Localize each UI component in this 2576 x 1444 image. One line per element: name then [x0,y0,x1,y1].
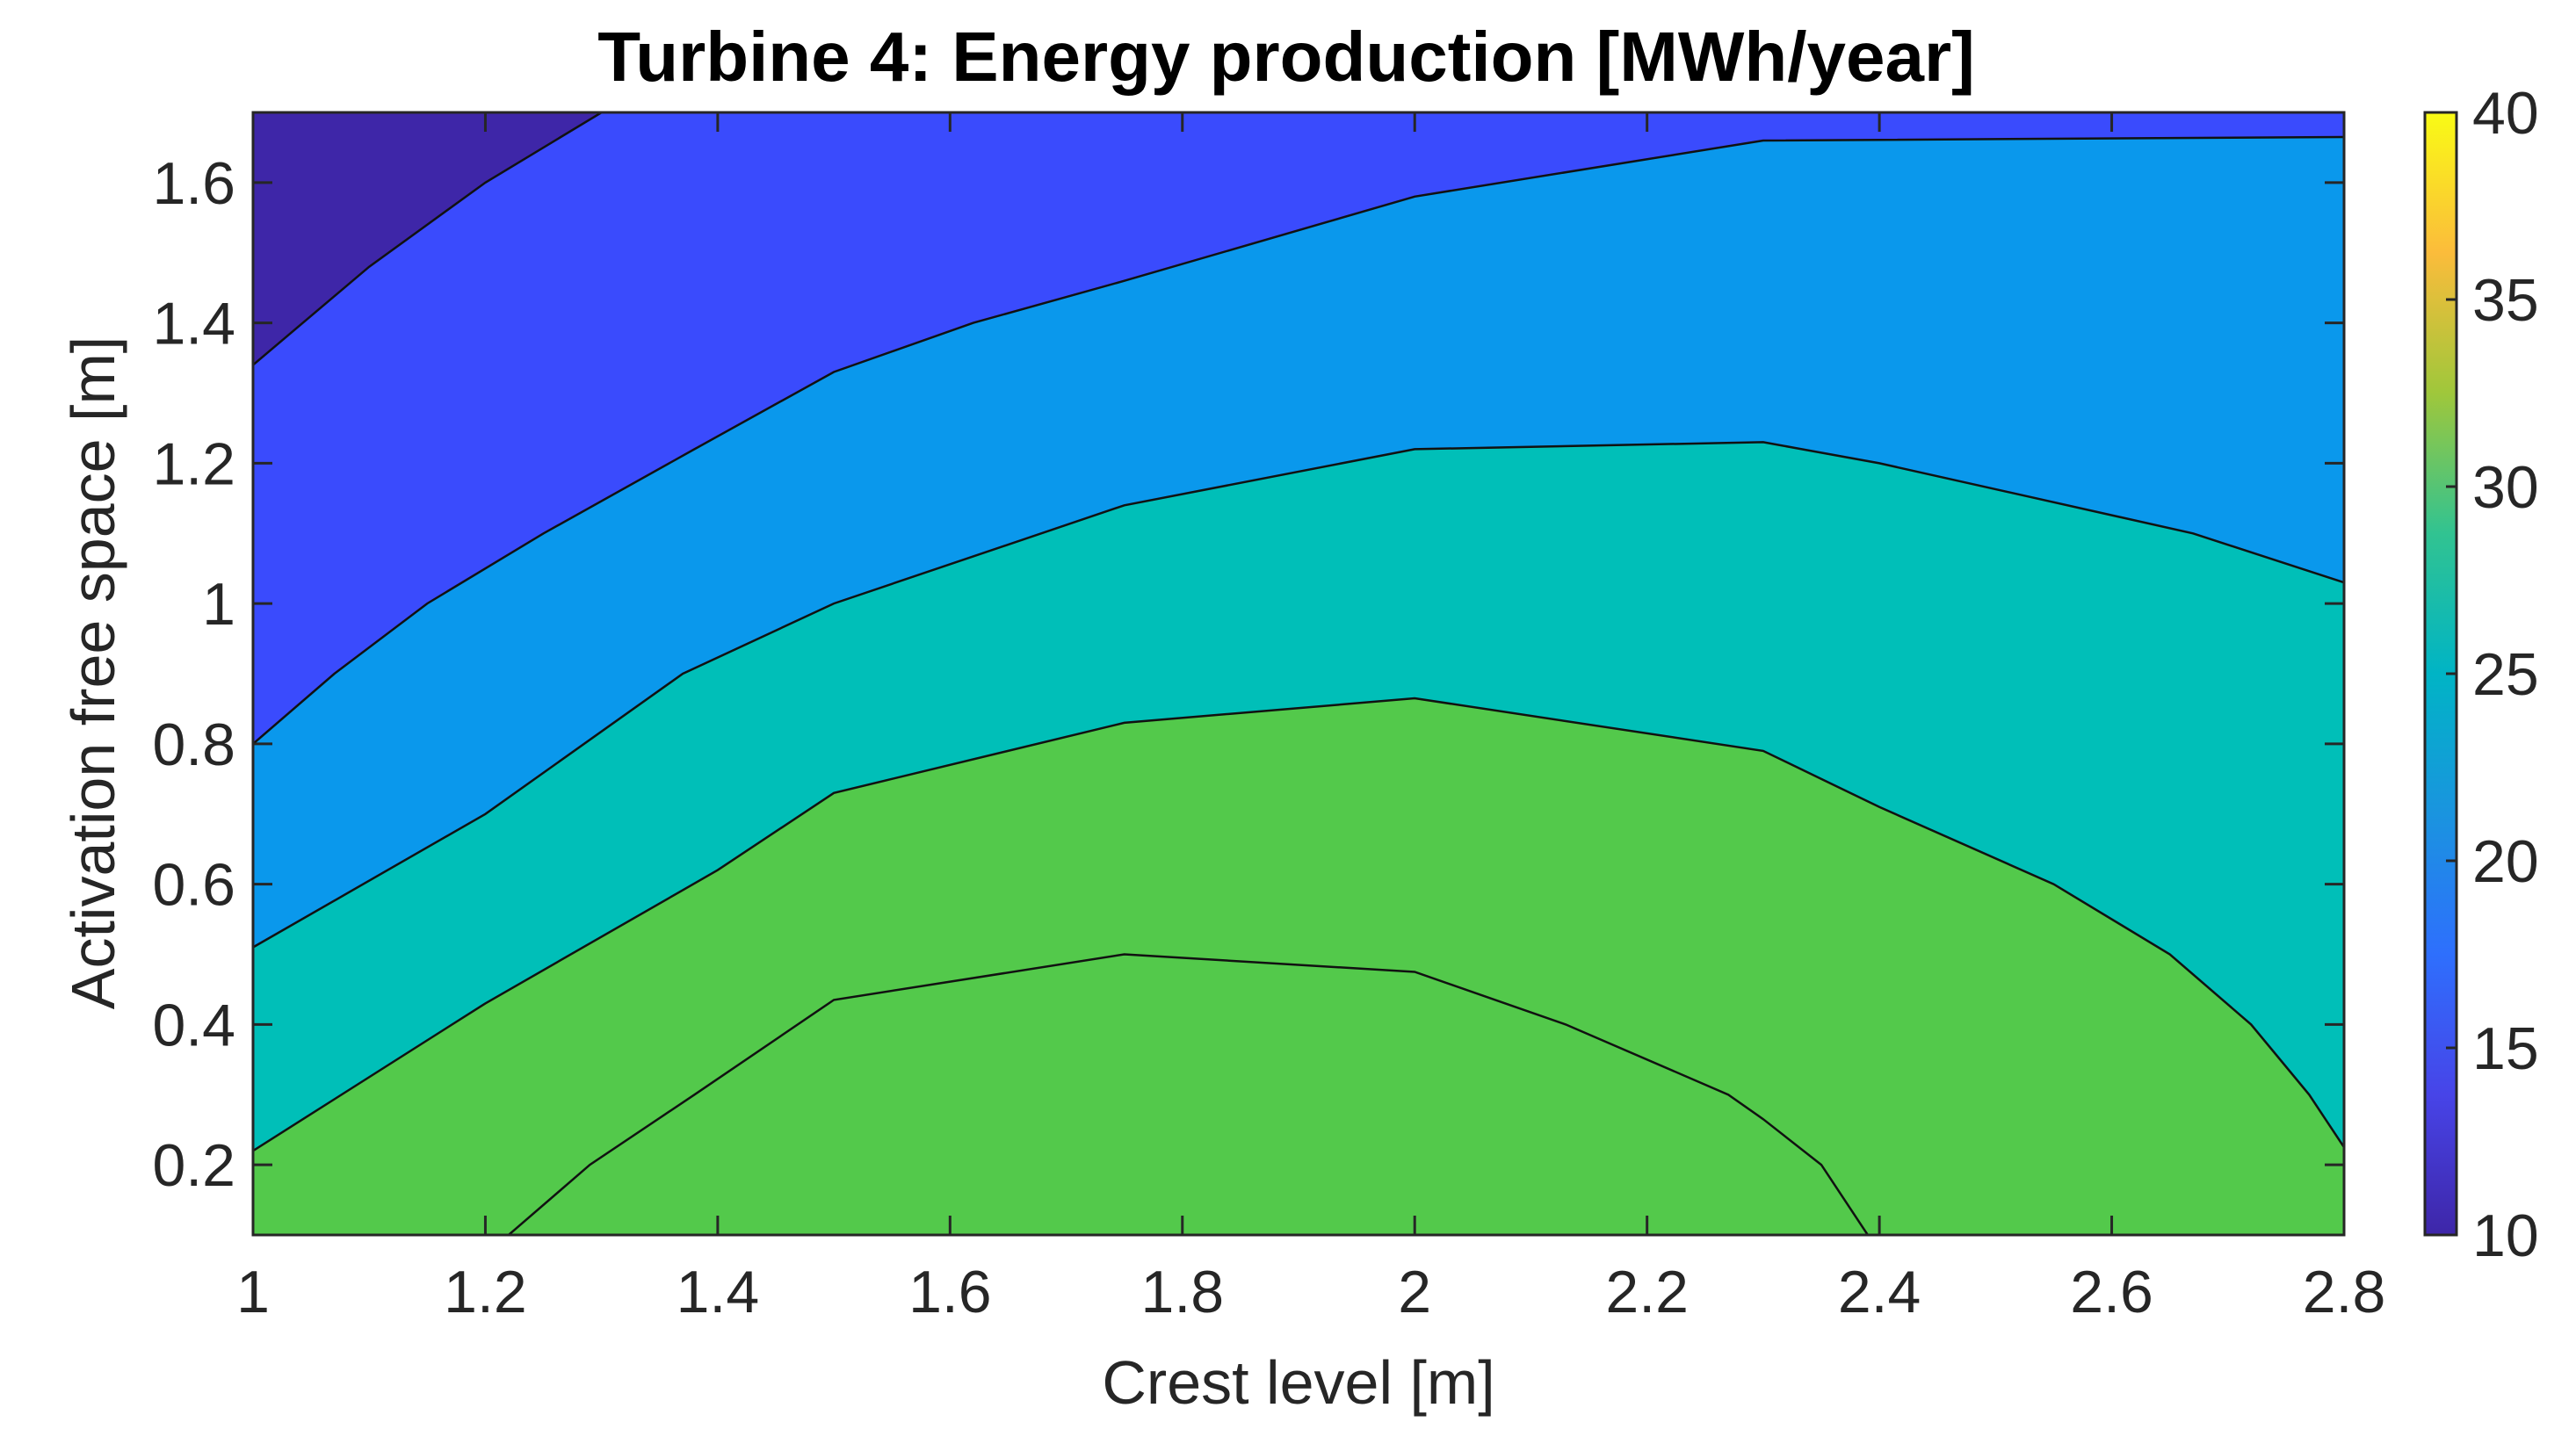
contour-line-15 [253,135,2344,745]
y-tick-label: 0.8 [152,711,235,778]
x-tick-label: 2 [1398,1259,1431,1325]
colorbar-tick-label: 35 [2472,267,2539,334]
colorbar-ticks: 10 15 20 25 30 35 40 [2446,80,2539,1269]
colorbar-tick-label: 30 [2472,454,2539,521]
x-tick-label: 1 [236,1259,270,1325]
y-tick-label: 0.6 [152,852,235,919]
y-axis: 0.2 0.4 0.6 0.8 1 1.2 1.4 1.6 [152,150,2344,1199]
contour-line-20 [253,441,2344,949]
y-tick-label: 1.2 [152,430,235,497]
y-axis-label: Activation free space [m] [59,336,127,1009]
contour-band-6 [508,954,1868,1235]
x-tick-label: 2.4 [1838,1259,1921,1325]
colorbar-tick-label: 25 [2472,641,2539,708]
x-tick-label: 1.8 [1141,1259,1225,1325]
plot-frame [251,111,2346,1237]
contour-fills [253,112,2344,1235]
contour-line-12.5 [253,112,603,366]
x-tick-label: 1.2 [444,1259,527,1325]
contour-line-25 [253,697,2344,1152]
colorbar-tick-label: 40 [2472,80,2539,147]
x-axis-label: Crest level [m] [1102,1348,1494,1417]
x-tick-label: 2.2 [1605,1259,1689,1325]
x-tick-label: 1.4 [677,1259,760,1325]
contour-lines [253,112,2344,1235]
colorbar-tick-label: 10 [2472,1202,2539,1269]
y-tick-label: 0.4 [152,992,235,1058]
x-tick-label: 1.6 [908,1259,992,1325]
x-tick-label: 2.8 [2303,1259,2386,1325]
y-tick-label: 1.4 [152,291,235,357]
chart-title: Turbine 4: Energy production [MWh/year] [597,18,1974,96]
colorbar-tick-label: 15 [2472,1015,2539,1082]
y-tick-label: 1 [202,571,235,638]
y-tick-label: 1.6 [152,150,235,217]
x-axis: 1 1.2 1.4 1.6 1.8 2 2.2 2.4 2.6 2.8 [236,112,2385,1325]
colorbar-tick-label: 20 [2472,828,2539,895]
x-tick-label: 2.6 [2070,1259,2153,1325]
contour-line-30 [508,953,1869,1235]
y-tick-label: 0.2 [152,1132,235,1199]
